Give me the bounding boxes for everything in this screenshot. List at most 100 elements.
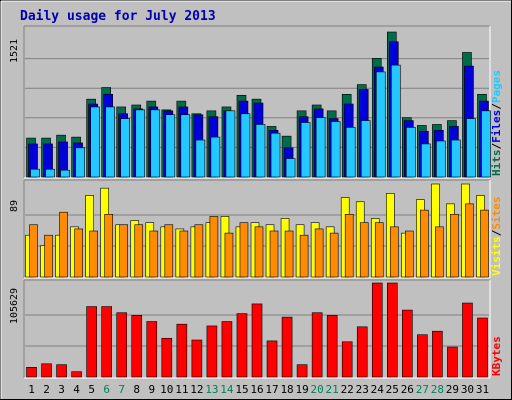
x-tick-label: 8 <box>133 383 140 396</box>
bar-sites <box>480 209 489 278</box>
x-tick-label: 16 <box>250 383 263 396</box>
bar-kbytes <box>206 325 218 378</box>
x-tick-label: 31 <box>476 383 489 396</box>
bar-kbytes <box>191 339 203 378</box>
legend-separator: / <box>490 103 503 110</box>
legend-separator: / <box>490 229 503 236</box>
legend-files: Files <box>490 110 503 143</box>
bar-pages <box>45 168 55 178</box>
x-tick-label: 2 <box>43 383 50 396</box>
x-tick-label: 20 <box>311 383 324 396</box>
bar-kbytes <box>236 313 248 378</box>
kbytes-legend: KBytes <box>490 336 503 376</box>
bar-sites <box>389 226 399 278</box>
visits-ymax-label: 89 <box>9 200 20 212</box>
bar-kbytes <box>326 315 338 378</box>
bar-sites <box>89 230 98 278</box>
chart-title: Daily usage for July 2013 <box>20 9 216 24</box>
bar-sites <box>314 228 324 278</box>
bar-kbytes <box>447 346 458 378</box>
bar-sites <box>149 230 159 278</box>
bar-kbytes <box>432 330 443 378</box>
bar-pages <box>406 127 416 178</box>
kbytes-ymax-label: 105629 <box>9 288 20 324</box>
bar-sites <box>29 224 38 278</box>
bar-pages <box>315 117 326 178</box>
bar-pages <box>240 113 251 178</box>
bar-kbytes <box>386 282 398 378</box>
bar-pages <box>345 127 356 178</box>
bar-pages <box>481 110 491 178</box>
bar-pages <box>330 121 341 178</box>
x-tick-label: 11 <box>175 383 188 396</box>
bar-kbytes <box>477 317 488 378</box>
bar-pages <box>60 169 70 178</box>
bar-pages <box>210 136 221 178</box>
bar-kbytes <box>26 367 37 378</box>
legend-sites: Sites <box>490 197 503 230</box>
bar-kbytes <box>266 340 278 378</box>
bar-pages <box>375 71 386 178</box>
bar-sites <box>420 209 429 278</box>
legend-hits: Hits <box>490 150 503 177</box>
bar-pages <box>300 122 311 178</box>
bar-sites <box>284 230 294 278</box>
bar-pages <box>105 106 115 178</box>
x-tick-label: 10 <box>160 383 173 396</box>
x-tick-label: 12 <box>190 383 203 396</box>
bar-sites <box>209 216 219 278</box>
bar-sites <box>164 224 174 278</box>
bar-kbytes <box>221 321 233 378</box>
bar-sites <box>435 226 444 278</box>
bar-sites <box>224 232 234 278</box>
x-tick-label: 3 <box>58 383 65 396</box>
bar-sites <box>194 224 204 278</box>
bar-sites <box>44 234 53 278</box>
x-tick-label: 30 <box>461 383 474 396</box>
x-tick-label: 23 <box>356 383 369 396</box>
legend-pages: Pages <box>490 70 503 103</box>
x-tick-label: 25 <box>386 383 399 396</box>
bar-kbytes <box>281 316 293 378</box>
bar-sites <box>450 214 459 278</box>
bar-kbytes <box>146 321 158 378</box>
x-tick-label: 27 <box>416 383 429 396</box>
bar-sites <box>329 232 339 278</box>
bar-sites <box>374 222 384 278</box>
bar-sites <box>465 203 474 278</box>
x-tick-label: 22 <box>341 383 354 396</box>
bar-pages <box>30 168 40 178</box>
bar-kbytes <box>176 323 188 378</box>
bar-sites <box>239 222 249 278</box>
bar-kbytes <box>341 341 353 378</box>
bar-pages <box>90 106 100 178</box>
bar-kbytes <box>131 315 143 378</box>
x-tick-label: 4 <box>73 383 80 396</box>
x-tick-label: 19 <box>295 383 308 396</box>
bar-kbytes <box>296 364 308 378</box>
x-tick-label: 29 <box>446 383 459 396</box>
visits-legend: Visits/Sites <box>490 197 503 277</box>
bar-kbytes <box>462 302 473 378</box>
bar-kbytes <box>402 309 413 378</box>
bar-sites <box>254 226 264 278</box>
bar-pages <box>255 124 266 178</box>
hits-ymax-label: 1521 <box>9 39 20 63</box>
bar-sites <box>104 214 113 278</box>
bar-pages <box>165 114 176 178</box>
bar-kbytes <box>116 312 128 378</box>
bar-sites <box>134 224 144 278</box>
bar-kbytes <box>41 363 52 378</box>
legend-kbytes: KBytes <box>490 336 503 376</box>
bar-pages <box>180 114 191 178</box>
bar-sites <box>119 224 129 278</box>
legend-separator: / <box>490 143 503 150</box>
bar-kbytes <box>311 312 323 378</box>
bar-kbytes <box>161 337 173 378</box>
bar-pages <box>466 118 476 178</box>
legend-visits: Visits <box>490 236 503 276</box>
bar-pages <box>436 140 446 178</box>
bar-pages <box>390 64 401 178</box>
